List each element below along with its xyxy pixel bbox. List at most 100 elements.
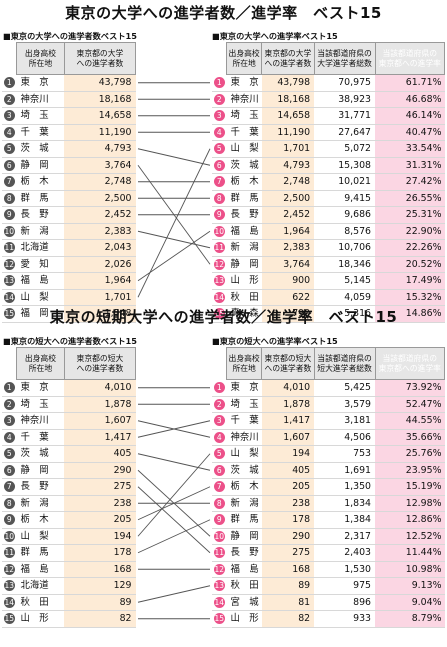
rank-badge: 3: [3, 415, 15, 426]
count-value: 2,043: [64, 239, 136, 257]
rank-badge: 12: [3, 258, 15, 270]
rank-badge: 11: [3, 242, 15, 253]
count-value: 2,026: [64, 256, 136, 273]
table-row: 13 山 形 900 5,145 17.49%: [212, 272, 445, 290]
rank-badge: 4: [3, 431, 15, 443]
pref-name: 群 馬: [16, 190, 65, 207]
pref-name: 茨 城: [226, 462, 262, 479]
section1-right-table: 出身高校 所在地 東京都の大学 への進学者数 当該都道府県の 大学進学者総数 当該都道府県の…: [212, 42, 446, 323]
count-value: 4,793: [261, 157, 315, 174]
rank-badge: 10: [213, 530, 225, 542]
count-value: 405: [261, 462, 315, 479]
total-value: 9,415: [314, 190, 376, 207]
header-rate: 当該都道府県の 東京都への進学率: [374, 42, 446, 75]
rate-value: 12.52%: [375, 528, 445, 545]
connector-line: [137, 453, 211, 471]
rank-badge: 8: [213, 192, 225, 204]
pref-name: 埼 玉: [226, 107, 262, 125]
pref-name: 新 潟: [16, 223, 65, 240]
count-value: 1,701: [64, 289, 136, 306]
total-value: 5,072: [314, 140, 376, 158]
rank-badge: 3: [3, 110, 15, 121]
pref-name: 静 岡: [16, 462, 65, 479]
pref-name: 山 形: [16, 610, 65, 628]
rank-cell: 11: [212, 239, 227, 257]
rank-badge: 2: [3, 398, 15, 410]
rank-badge: 6: [3, 159, 15, 171]
count-value: 178: [261, 511, 315, 529]
section1-title: 東京の大学への進学者数／進学率 ベスト15: [65, 4, 382, 22]
total-value: 933: [314, 610, 376, 628]
rank-cell: 15: [2, 610, 17, 628]
rank-badge: 4: [3, 126, 15, 138]
count-value: 82: [261, 610, 315, 628]
count-value: 14,658: [64, 107, 136, 125]
pref-name: 北海道: [16, 239, 65, 257]
rank-cell: 9: [2, 511, 17, 529]
count-value: 194: [64, 528, 136, 545]
pref-name: 神奈川: [226, 91, 262, 108]
rank-badge: 3: [213, 110, 225, 121]
section1-right-caption: ■東京の大学への進学率ベスト15: [212, 31, 338, 41]
rank-cell: 1: [2, 74, 17, 92]
rank-badge: 10: [3, 530, 15, 542]
rate-value: 23.95%: [375, 462, 445, 479]
pref-name: 長 野: [16, 478, 65, 496]
rate-value: 10.98%: [375, 561, 445, 578]
rate-value: 46.14%: [375, 107, 445, 125]
header-rate: 当該都道府県の 東京都への進学率: [374, 347, 446, 380]
total-value: 896: [314, 594, 376, 611]
rank-cell: 11: [2, 544, 17, 562]
table-row: 14 宮 城 81 896 9.04%: [212, 594, 445, 611]
rank-cell: 2: [212, 91, 227, 108]
pref-name: 茨 城: [226, 157, 262, 174]
count-value: 900: [261, 272, 315, 290]
count-value: 2,500: [64, 190, 136, 207]
pref-name: 福 島: [226, 223, 262, 240]
count-value: 290: [261, 528, 315, 545]
rank-badge: 5: [3, 448, 15, 459]
pref-name: 新 潟: [16, 495, 65, 512]
pref-name: 埼 玉: [16, 107, 65, 125]
total-value: 27,647: [314, 124, 376, 141]
count-value: 2,452: [64, 206, 136, 224]
section2-title: 東京の短期大学への進学者数／進学率 ベスト15: [49, 308, 398, 326]
rank-badge: 6: [213, 159, 225, 171]
total-value: 38,923: [314, 91, 376, 108]
pref-name: 長 野: [16, 206, 65, 224]
count-value: 168: [261, 561, 315, 578]
rank-badge: 1: [213, 381, 225, 393]
pref-name: 埼 玉: [16, 396, 65, 413]
header-spacer: [212, 347, 227, 380]
rank-badge: 1: [213, 76, 225, 88]
count-value: 81: [261, 594, 315, 611]
rank-badge: 4: [213, 431, 225, 443]
total-value: 15,308: [314, 157, 376, 174]
count-value: 1,607: [64, 412, 136, 430]
rank-cell: 6: [212, 462, 227, 479]
header-spacer: [2, 42, 17, 75]
rate-value: 17.49%: [375, 272, 445, 290]
table-row: 13 秋 田 89 975 9.13%: [212, 577, 445, 595]
rank-cell: 13: [2, 272, 17, 290]
rank-badge: 11: [213, 547, 225, 558]
rank-cell: 10: [2, 223, 17, 240]
total-value: 1,691: [314, 462, 376, 479]
table-row: 11 新 潟 2,383 10,706 22.26%: [212, 239, 445, 257]
rank-cell: 12: [212, 561, 227, 578]
rank-cell: 5: [2, 445, 17, 463]
pref-name: 山 梨: [226, 140, 262, 158]
total-value: 18,346: [314, 256, 376, 273]
total-value: 9,686: [314, 206, 376, 224]
